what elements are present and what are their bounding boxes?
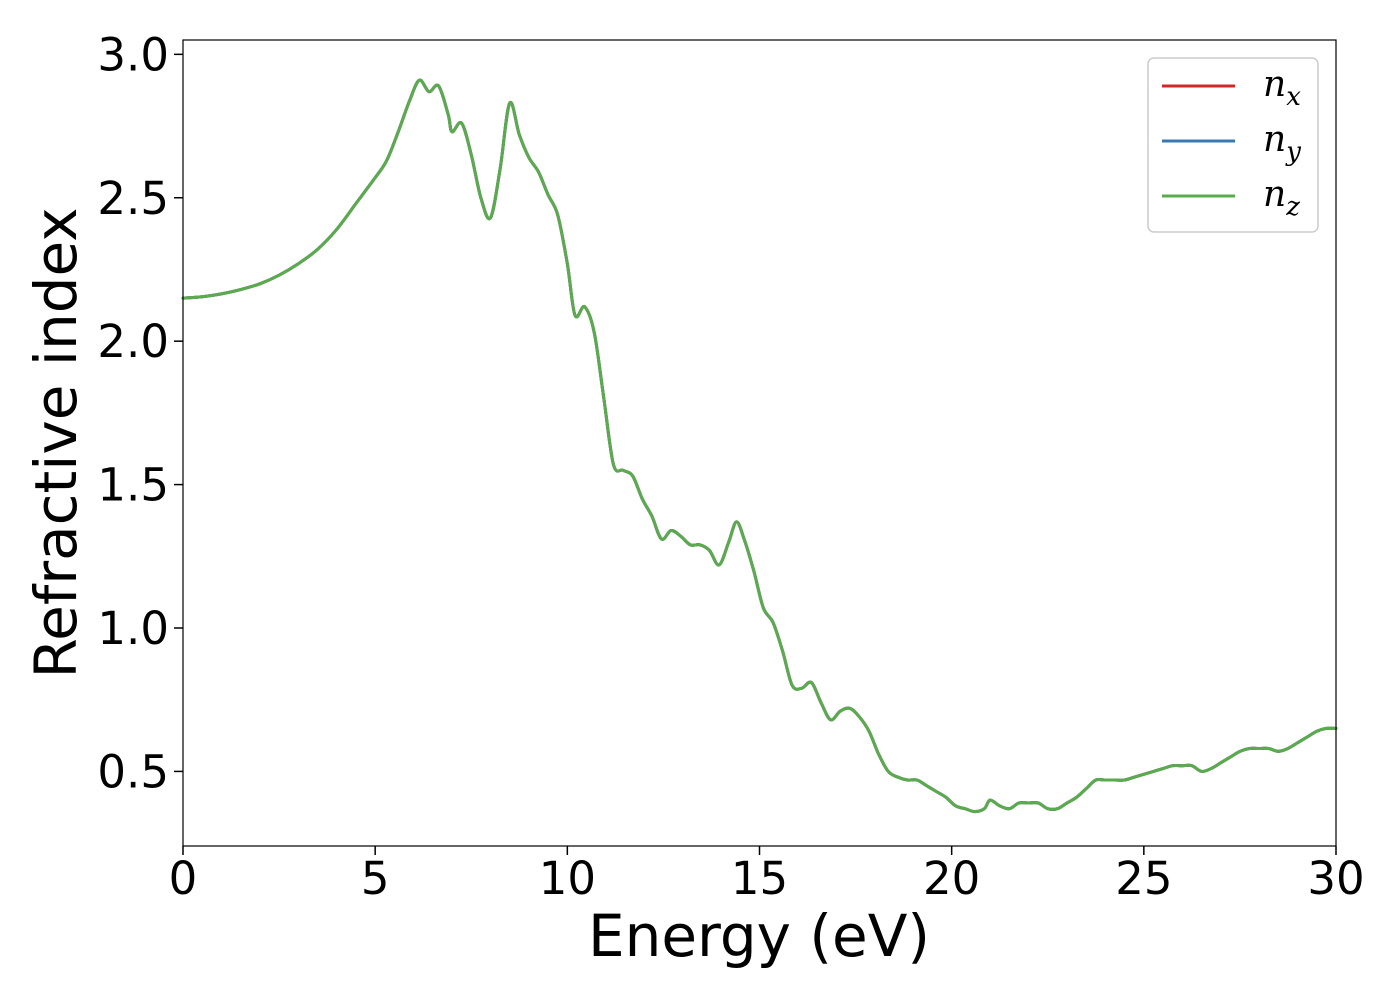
y-tick-label: 1.5 <box>97 459 169 512</box>
y-tick-label: 0.5 <box>97 745 169 798</box>
x-axis-title: Energy (eV) <box>588 902 930 970</box>
x-tick-label: 0 <box>169 852 198 905</box>
y-tick-label: 3.0 <box>97 28 169 81</box>
x-tick-label: 5 <box>361 852 390 905</box>
x-tick-label: 15 <box>731 852 788 905</box>
y-axis-ticks: 0.5 1.0 1.5 2.0 2.5 3.0 <box>97 28 183 798</box>
legend-label-n-y: ny <box>1263 119 1301 167</box>
x-tick-label: 10 <box>539 852 596 905</box>
x-tick-label: 25 <box>1115 852 1172 905</box>
y-axis-title: Refractive index <box>22 207 90 678</box>
x-tick-label: 20 <box>923 852 980 905</box>
y-tick-label: 1.0 <box>97 602 169 655</box>
legend-label-n-z: nz <box>1263 174 1300 222</box>
y-tick-label: 2.5 <box>97 172 169 225</box>
legend: nx ny nz <box>1147 57 1319 233</box>
legend-label-n-x: nx <box>1263 64 1301 112</box>
x-tick-label: 30 <box>1307 852 1364 905</box>
x-axis-ticks: 0 5 10 15 20 25 30 <box>169 846 1365 905</box>
y-tick-label: 2.0 <box>97 315 169 368</box>
series-layer <box>181 78 1338 814</box>
legend-frame <box>1147 57 1319 233</box>
series-line-n-z <box>181 78 1338 814</box>
